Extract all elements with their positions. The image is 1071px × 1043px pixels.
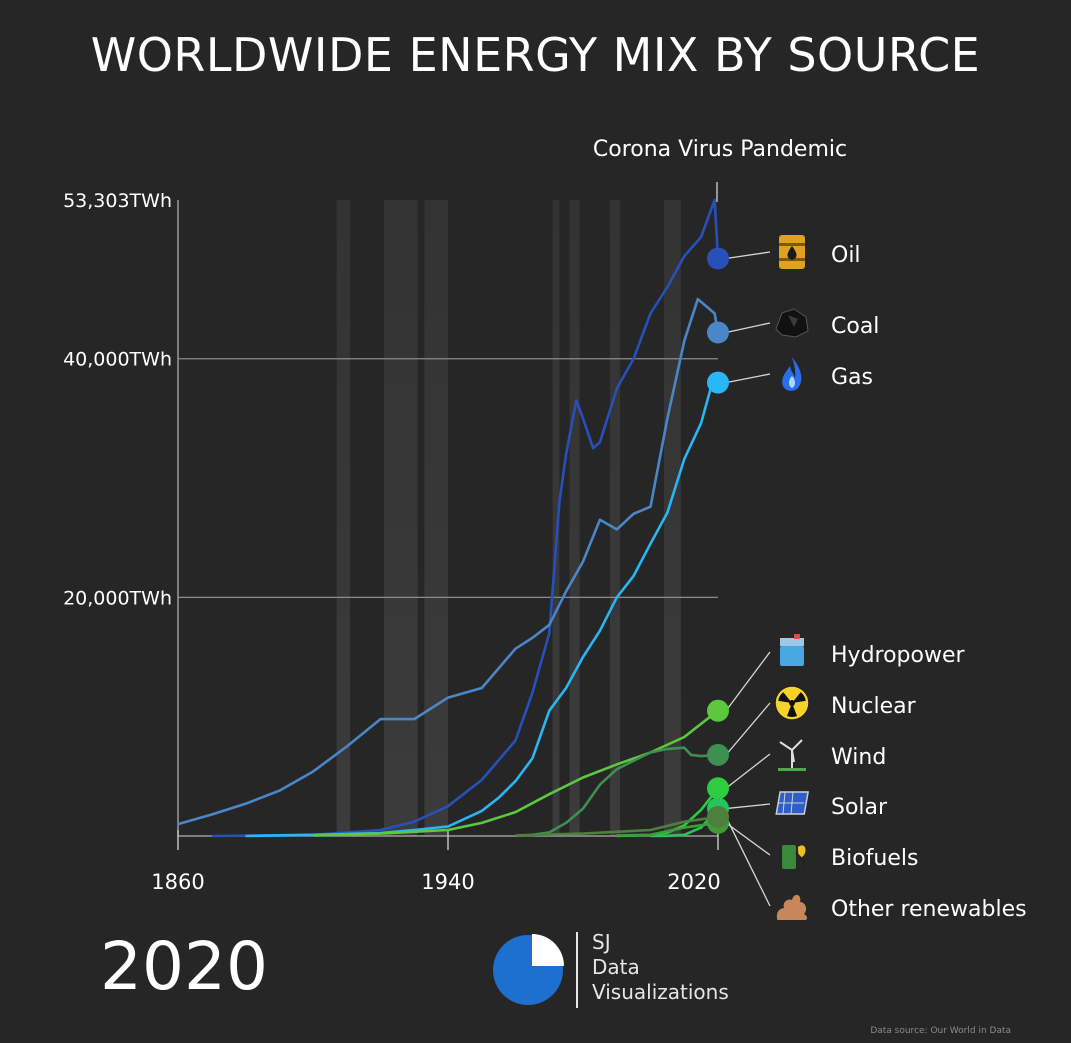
logo-text: SJ Data Visualizations bbox=[592, 930, 729, 1005]
event-band-3 bbox=[552, 200, 560, 836]
energy-line-chart: 20,000TWh 40,000TWh 53,303TWh 1860 1940 2020… bbox=[63, 137, 1027, 920]
series-end-dot bbox=[707, 247, 729, 270]
coal-lump-icon bbox=[775, 308, 809, 338]
legend-connector bbox=[725, 251, 771, 260]
legend-label: Oil bbox=[831, 243, 861, 268]
legend-connector bbox=[725, 753, 771, 789]
biofuel-pump-icon bbox=[782, 845, 806, 869]
event-band-4 bbox=[569, 200, 580, 836]
logo-divider bbox=[576, 932, 578, 1008]
oil-barrel-icon bbox=[779, 235, 805, 269]
event-band-0 bbox=[336, 200, 351, 836]
series-line-gas bbox=[245, 372, 720, 838]
series-line-coal bbox=[177, 297, 720, 826]
legend-label: Solar bbox=[831, 795, 888, 820]
legend-connector bbox=[725, 822, 771, 856]
series-line-biofuels bbox=[616, 821, 719, 837]
y-tick-label: 53,303TWh bbox=[63, 190, 172, 212]
solar-panel-icon bbox=[775, 791, 809, 815]
legend-label: Biofuels bbox=[831, 846, 918, 871]
logo-line-1: SJ bbox=[592, 930, 611, 954]
series-end-dot bbox=[707, 321, 729, 344]
legend-label: Gas bbox=[831, 365, 873, 390]
x-tick-label: 1940 bbox=[421, 870, 474, 894]
legend-connector bbox=[725, 803, 771, 810]
series-end-dot bbox=[707, 371, 729, 394]
legend-connector bbox=[725, 816, 771, 907]
series-end-dot bbox=[707, 805, 729, 828]
logo-line-2: Data bbox=[592, 955, 640, 979]
event-band-1 bbox=[383, 200, 418, 836]
series-line-hydropower bbox=[312, 709, 719, 837]
other-renewables-icon bbox=[776, 895, 807, 920]
legend-connector bbox=[725, 322, 771, 334]
page-title: WORLDWIDE ENERGY MIX BY SOURCE bbox=[90, 28, 981, 82]
legend-connector bbox=[725, 702, 771, 756]
event-band-2 bbox=[424, 200, 448, 836]
brand-logo: SJ Data Visualizations bbox=[490, 928, 750, 1018]
wind-turbine-icon bbox=[778, 739, 806, 771]
series-line-nuclear bbox=[515, 746, 719, 838]
series-end-dot bbox=[707, 699, 729, 722]
legend-label: Nuclear bbox=[831, 694, 917, 719]
x-tick-label: 1860 bbox=[151, 870, 204, 894]
legend-label: Wind bbox=[831, 745, 886, 770]
data-source-note: Data source: Our World in Data bbox=[870, 1026, 1011, 1036]
y-tick-label: 20,000TWh bbox=[63, 587, 172, 609]
x-tick-label: 2020 bbox=[667, 870, 720, 894]
dam-icon bbox=[780, 634, 804, 666]
current-year: 2020 bbox=[100, 928, 268, 1005]
pandemic-annotation: Corona Virus Pandemic bbox=[593, 137, 847, 162]
legend-label: Hydropower bbox=[831, 643, 966, 668]
event-band-5 bbox=[610, 200, 621, 836]
legend-label: Coal bbox=[831, 314, 879, 339]
series-line-solar bbox=[650, 807, 719, 838]
radiation-icon bbox=[774, 685, 810, 721]
gas-flame-icon bbox=[782, 357, 802, 391]
series-end-dot bbox=[707, 743, 729, 766]
legend-connector bbox=[725, 651, 771, 712]
pie-logo-icon bbox=[493, 934, 564, 1005]
y-tick-label: 40,000TWh bbox=[63, 349, 172, 371]
series-line-other-renewables bbox=[515, 815, 719, 837]
series-line-oil bbox=[211, 198, 720, 838]
logo-line-3: Visualizations bbox=[592, 980, 729, 1004]
legend-connector bbox=[725, 373, 771, 384]
legend-label: Other renewables bbox=[831, 897, 1027, 920]
series-end-dot bbox=[707, 777, 729, 800]
